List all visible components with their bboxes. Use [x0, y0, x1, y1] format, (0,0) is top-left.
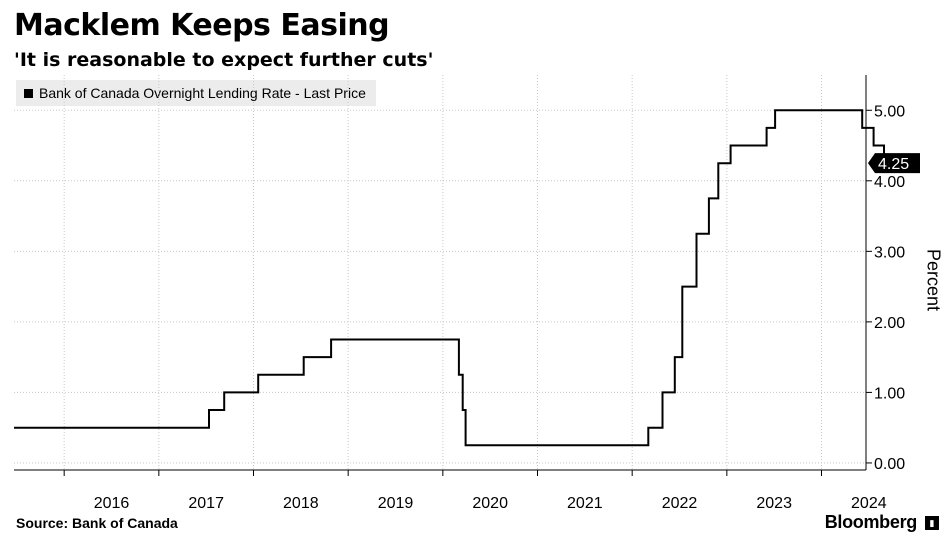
y-tick-label: 1.00	[874, 385, 905, 402]
legend-swatch-icon	[24, 88, 33, 98]
y-tick-label: 0.00	[874, 456, 905, 473]
x-tick-label: 2020	[472, 495, 508, 512]
chart-subtitle: 'It is reasonable to expect further cuts…	[14, 49, 434, 71]
y-tick-label: 5.00	[874, 103, 905, 120]
source-note: Source: Bank of Canada	[16, 515, 178, 531]
y-tick-label: 3.00	[874, 244, 905, 261]
x-tick-label: 2024	[851, 495, 887, 512]
last-value-label: 4.25	[878, 156, 909, 173]
label-layer: 0.00 1.00 2.00 3.00 4.00 5.00 2016 2017 2018 2019…	[94, 103, 920, 512]
grid-layer	[14, 75, 866, 470]
x-tick-label: 2022	[662, 495, 698, 512]
axis-layer	[14, 75, 872, 476]
x-tick-label: 2023	[756, 495, 792, 512]
bloomberg-terminal-icon: ▮	[925, 516, 939, 530]
y-axis-label-text: Percent	[923, 248, 944, 312]
last-value-badge	[868, 153, 920, 174]
chart-title: Macklem Keeps Easing	[14, 8, 390, 43]
y-axis-label: Percent	[913, 240, 951, 320]
legend-label: Bank of Canada Overnight Lending Rate - …	[39, 85, 366, 101]
x-tick-label: 2017	[188, 495, 224, 512]
y-tick-label: 4.00	[874, 174, 905, 191]
rate-series-line	[14, 109, 885, 447]
bloomberg-logo: Bloomberg	[824, 512, 918, 532]
x-tick-label: 2021	[567, 495, 603, 512]
x-tick-label: 2019	[378, 495, 414, 512]
x-tick-label: 2016	[94, 495, 130, 512]
y-tick-label: 2.00	[874, 315, 905, 332]
series-layer	[14, 109, 885, 447]
x-tick-label: 2018	[283, 495, 319, 512]
chart-legend: Bank of Canada Overnight Lending Rate - …	[16, 80, 376, 106]
